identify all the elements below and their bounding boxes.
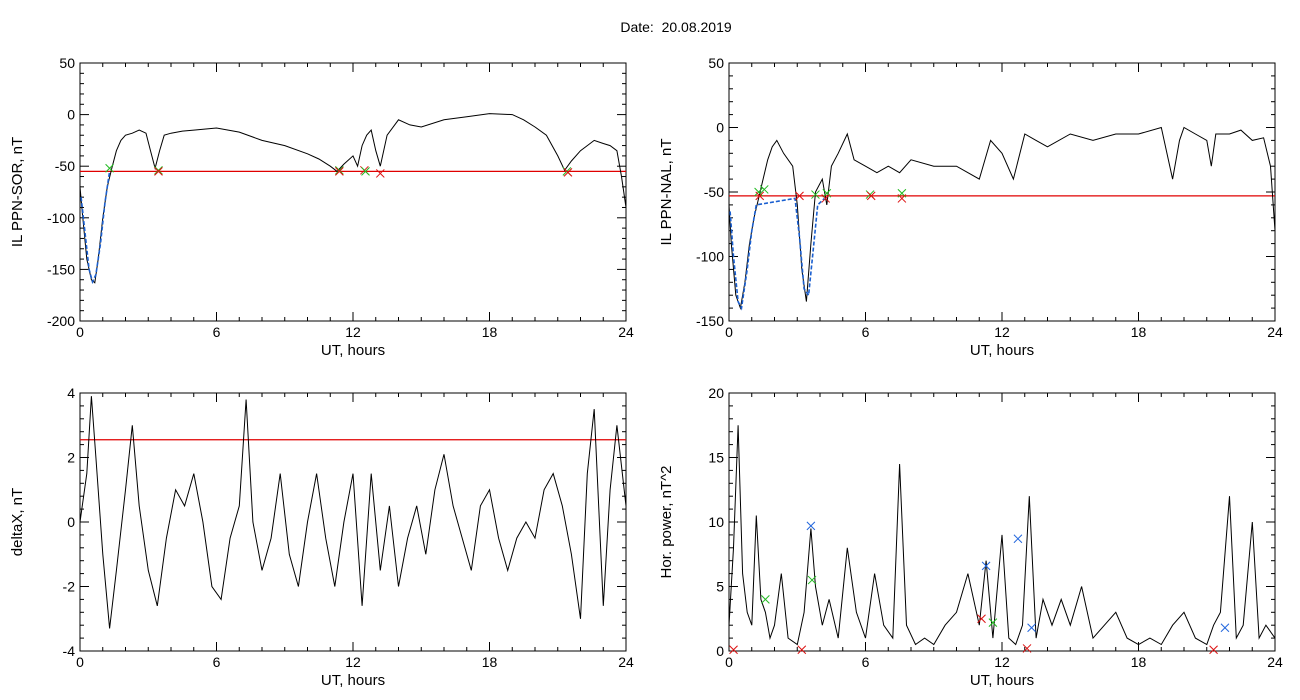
marker-green [334,165,344,175]
marker-green [105,163,114,173]
marker-green [807,575,817,585]
x-axis-label: UT, hours [970,342,1034,359]
marker-red [977,614,986,624]
y-tick-label: -100 [696,249,724,265]
marker-red [755,191,765,201]
x-axis-label: UT, hours [970,672,1034,689]
series-line [728,126,1276,311]
x-axis-label: UT, hours [321,342,385,359]
marker-red [797,645,807,655]
y-tick-label: -50 [55,158,75,174]
marker-green [759,185,769,194]
marker-red [795,191,804,201]
y-tick-label: -150 [47,261,75,277]
marker-red [729,645,738,655]
x-tick-label: 18 [1131,654,1147,670]
x-tick-label: 0 [76,324,84,340]
y-tick-label: 0 [67,107,75,123]
plot-frame [728,62,1276,322]
y-tick-label: 20 [708,385,724,401]
x-tick-label: 24 [1267,324,1283,340]
marker-red [1022,644,1032,653]
marker-red [821,194,831,203]
y-tick-label: 0 [716,120,724,136]
marker-blue [806,521,816,531]
marker-green [811,190,820,199]
marker-green [361,167,370,176]
fit-line [80,171,111,285]
x-tick-label: 12 [345,324,361,340]
y-tick-label: -150 [696,313,724,329]
x-tick-label: 12 [345,654,361,670]
marker-blue [1013,534,1023,544]
x-tick-label: 24 [618,654,634,670]
y-tick-label: 0 [716,643,724,659]
x-tick-label: 18 [482,324,498,340]
y-tick-label: 0 [67,514,75,530]
chart-hor-power: 0 6 12 18 24 0 5 10 15 20 UT, hours Hor. power, nT^… [658,385,1283,689]
x-axis-label: UT, hours [321,672,385,689]
x-tick-label: 24 [618,324,634,340]
x-tick-label: 0 [725,654,733,670]
marker-green [988,618,998,627]
series-line [79,113,627,284]
y-axis-label: deltaX, nT [9,488,26,556]
y-tick-label: -4 [63,643,76,659]
x-tick-label: 12 [994,324,1010,340]
marker-red [334,167,344,176]
y-tick-label: 50 [59,55,75,71]
y-tick-label: -200 [47,313,75,329]
y-tick-label: -100 [47,210,75,226]
y-axis-label: Hor. power, nT^2 [658,466,675,579]
marker-red [866,191,876,201]
y-tick-label: -2 [63,579,76,595]
y-tick-label: 2 [67,450,75,466]
x-tick-label: 6 [213,654,221,670]
x-tick-label: 0 [725,324,733,340]
x-tick-label: 6 [862,654,870,670]
x-tick-label: 0 [76,654,84,670]
chart-ppn-nal: 0 6 12 18 24 -150 -100 -50 0 50 UT, hours IL PPN-NA… [658,55,1283,359]
x-tick-label: 6 [213,324,221,340]
y-tick-label: 10 [708,514,724,530]
y-axis-label: IL PPN-SOR, nT [9,137,26,247]
plot-frame [728,392,1276,652]
marker-red [1209,645,1218,655]
marker-green [761,595,770,604]
series-line [728,425,1276,646]
x-tick-label: 24 [1267,654,1283,670]
plot-frame [79,392,627,652]
marker-green [154,165,163,175]
x-tick-label: 18 [482,654,498,670]
series-line [79,396,627,629]
y-tick-label: 50 [708,55,724,71]
plot-frame [79,62,627,322]
y-tick-label: 5 [716,579,724,595]
marker-red [375,169,385,178]
y-axis-label: IL PPN-NAL, nT [658,139,675,246]
x-tick-label: 18 [1131,324,1147,340]
x-tick-label: 12 [994,654,1010,670]
marker-blue [1220,623,1230,633]
chart-ppn-sor: 0 6 12 18 24 -200 -150 -100 -50 0 50 UT, hours IL PP… [9,55,634,359]
date-title: Date: 20.08.2019 [620,19,732,35]
y-tick-label: 15 [708,450,724,466]
marker-red [154,167,163,176]
marker-green [822,188,832,198]
marker-blue [981,561,991,571]
marker-blue [1027,623,1036,633]
y-tick-label: 4 [67,385,75,401]
marker-red [897,194,907,203]
x-tick-label: 6 [862,324,870,340]
y-tick-label: -50 [704,184,724,200]
fit-line [729,197,826,311]
marker-red [563,168,573,177]
